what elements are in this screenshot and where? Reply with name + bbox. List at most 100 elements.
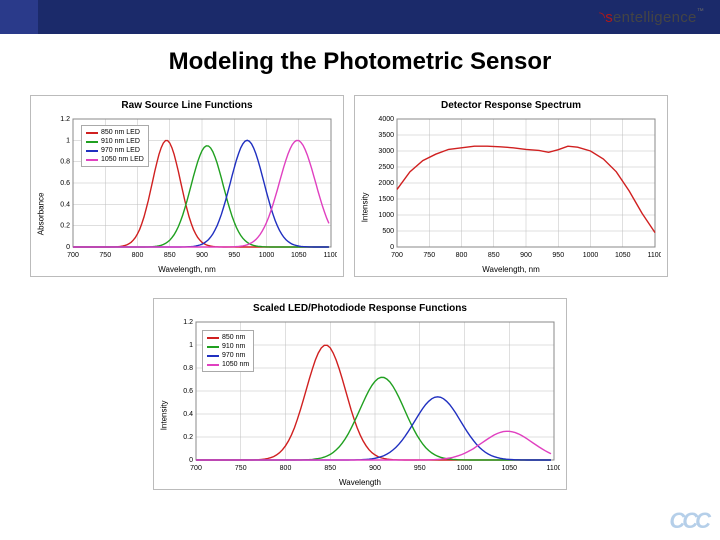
- chart-c-title: Scaled LED/Photodiode Response Functions: [160, 303, 560, 314]
- chart-scaled-response: Scaled LED/Photodiode Response Functions…: [153, 298, 567, 490]
- chart-svg: 700 750 800 850 900 950 1000 1050 1100 0 500 1000 15…: [361, 113, 661, 263]
- svg-text:0.6: 0.6: [60, 180, 70, 187]
- svg-text:1000: 1000: [378, 212, 394, 219]
- chart-a-plot: 70075080085090095010001050110000.20.40.6…: [37, 113, 337, 263]
- svg-text:1000: 1000: [457, 465, 473, 472]
- legend-swatch: [86, 159, 98, 161]
- legend-swatch: [207, 355, 219, 357]
- svg-text:0: 0: [390, 244, 394, 251]
- svg-text:750: 750: [423, 252, 435, 259]
- svg-text:800: 800: [280, 465, 292, 472]
- legend-item: 970 nm LED: [86, 146, 144, 155]
- legend-item: 970 nm: [207, 351, 249, 360]
- svg-text:3500: 3500: [378, 132, 394, 139]
- charts-bottom-row: Scaled LED/Photodiode Response Functions…: [153, 298, 567, 490]
- slide: ◝sentelligence™ Modeling the Photometric…: [0, 0, 720, 540]
- svg-text:1: 1: [66, 137, 70, 144]
- svg-text:1.2: 1.2: [183, 319, 193, 326]
- chart-a-xlabel: Wavelength, nm: [37, 265, 337, 274]
- svg-text:900: 900: [369, 465, 381, 472]
- y-axis-label: Intensity: [160, 401, 169, 431]
- svg-text:0.2: 0.2: [183, 434, 193, 441]
- chart-b-title: Detector Response Spectrum: [361, 100, 661, 111]
- svg-text:950: 950: [228, 252, 240, 259]
- charts-top-row: Raw Source Line Functions 700 750 800 850 90…: [30, 95, 690, 277]
- svg-text:750: 750: [99, 252, 111, 259]
- svg-text:0: 0: [189, 457, 193, 464]
- legend-label: 970 nm: [222, 351, 245, 360]
- legend-swatch: [207, 337, 219, 339]
- chart-legend: 850 nm LED910 nm LED970 nm LED1050 nm LE…: [81, 125, 149, 167]
- svg-text:500: 500: [382, 228, 394, 235]
- legend-item: 910 nm LED: [86, 137, 144, 146]
- svg-text:1050: 1050: [615, 252, 631, 259]
- svg-text:900: 900: [520, 252, 532, 259]
- svg-text:1000: 1000: [583, 252, 599, 259]
- chart-detector-response: Detector Response Spectrum 700 750 800 850 9…: [354, 95, 668, 277]
- logo-initial: s: [605, 9, 613, 26]
- svg-text:1050: 1050: [291, 252, 307, 259]
- svg-text:850: 850: [488, 252, 500, 259]
- legend-item: 850 nm: [207, 333, 249, 342]
- logo-text: entelligence: [613, 9, 697, 26]
- chart-b-xlabel: Wavelength, nm: [361, 265, 661, 274]
- series-line: [196, 431, 551, 460]
- svg-text:1: 1: [189, 342, 193, 349]
- chart-raw-source: Raw Source Line Functions 70075080085090…: [30, 95, 344, 277]
- legend-item: 1050 nm LED: [86, 155, 144, 164]
- y-axis-label: Absorbance: [37, 193, 46, 236]
- legend-label: 970 nm LED: [101, 146, 140, 155]
- logo-trademark: ™: [697, 8, 704, 15]
- svg-text:1100: 1100: [647, 252, 661, 259]
- svg-text:0.8: 0.8: [60, 159, 70, 166]
- svg-text:950: 950: [414, 465, 426, 472]
- svg-text:950: 950: [552, 252, 564, 259]
- svg-text:750: 750: [235, 465, 247, 472]
- svg-text:700: 700: [190, 465, 202, 472]
- y-axis-label: Intensity: [361, 193, 370, 223]
- legend-label: 850 nm LED: [101, 128, 140, 137]
- top-bar-accent: [0, 0, 38, 34]
- legend-label: 910 nm LED: [101, 137, 140, 146]
- svg-text:700: 700: [67, 252, 79, 259]
- corner-logo: CCC: [669, 508, 708, 534]
- svg-text:1100: 1100: [546, 465, 560, 472]
- legend-label: 1050 nm LED: [101, 155, 144, 164]
- chart-c-xlabel: Wavelength: [160, 478, 560, 487]
- series-line: [196, 397, 551, 460]
- chart-a-title: Raw Source Line Functions: [37, 100, 337, 111]
- series-line: [196, 377, 551, 460]
- svg-text:1.2: 1.2: [60, 116, 70, 123]
- legend-swatch: [86, 150, 98, 152]
- page-title: Modeling the Photometric Sensor: [0, 48, 720, 76]
- chart-legend: 850 nm910 nm970 nm1050 nm: [202, 330, 254, 372]
- svg-text:0.4: 0.4: [60, 201, 70, 208]
- svg-text:0: 0: [66, 244, 70, 251]
- brand-logo: ◝sentelligence™: [599, 8, 704, 26]
- legend-item: 1050 nm: [207, 360, 249, 369]
- legend-swatch: [86, 132, 98, 134]
- svg-text:4000: 4000: [378, 116, 394, 123]
- svg-text:800: 800: [132, 252, 144, 259]
- legend-item: 850 nm LED: [86, 128, 144, 137]
- legend-swatch: [207, 364, 219, 366]
- svg-text:2000: 2000: [378, 180, 394, 187]
- legend-label: 1050 nm: [222, 360, 249, 369]
- svg-text:850: 850: [164, 252, 176, 259]
- svg-text:1050: 1050: [501, 465, 517, 472]
- svg-text:1500: 1500: [378, 196, 394, 203]
- chart-c-plot: 70075080085090095010001050110000.20.40.6…: [160, 316, 560, 476]
- svg-text:800: 800: [456, 252, 468, 259]
- svg-text:700: 700: [391, 252, 403, 259]
- svg-text:3000: 3000: [378, 148, 394, 155]
- chart-b-plot: 700 750 800 850 900 950 1000 1050 1100 0 500 1000 15…: [361, 113, 661, 263]
- svg-text:0.8: 0.8: [183, 365, 193, 372]
- legend-item: 910 nm: [207, 342, 249, 351]
- legend-swatch: [86, 141, 98, 143]
- legend-swatch: [207, 346, 219, 348]
- legend-label: 910 nm: [222, 342, 245, 351]
- svg-text:0.6: 0.6: [183, 388, 193, 395]
- legend-label: 850 nm: [222, 333, 245, 342]
- svg-text:850: 850: [324, 465, 336, 472]
- svg-text:1100: 1100: [323, 252, 337, 259]
